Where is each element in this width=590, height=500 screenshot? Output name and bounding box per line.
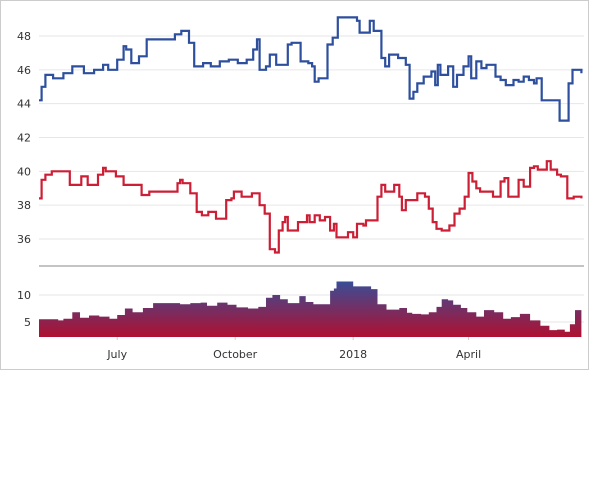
volume-area — [39, 281, 582, 337]
volume-panel: 5 10 — [17, 281, 584, 337]
x-tick-label: October — [213, 348, 257, 361]
price-y-tick-label: 46 — [17, 64, 31, 77]
chart-svg: 36 38 40 42 44 46 48 5 10 July October 2018 April — [17, 16, 584, 361]
price-y-tick-label: 48 — [17, 30, 31, 43]
price-panel: 36 38 40 42 44 46 48 — [17, 16, 584, 254]
volume-y-tick-label: 5 — [24, 316, 31, 329]
x-tick-label: April — [456, 348, 481, 361]
price-y-tick-label: 40 — [17, 165, 31, 178]
price-y-tick-label: 42 — [17, 132, 31, 145]
price-y-tick-label: 38 — [17, 199, 31, 212]
chart-frame: 36 38 40 42 44 46 48 5 10 July October 2018 April — [0, 0, 589, 370]
price-series-line-1 — [39, 16, 583, 122]
price-series-line-2 — [39, 160, 583, 254]
x-axis: July October 2018 April — [106, 337, 481, 361]
price-y-tick-label: 44 — [17, 98, 31, 111]
x-tick-label: July — [106, 348, 127, 361]
price-y-tick-label: 36 — [17, 233, 31, 246]
volume-y-tick-label: 10 — [17, 289, 31, 302]
x-tick-label: 2018 — [339, 348, 367, 361]
